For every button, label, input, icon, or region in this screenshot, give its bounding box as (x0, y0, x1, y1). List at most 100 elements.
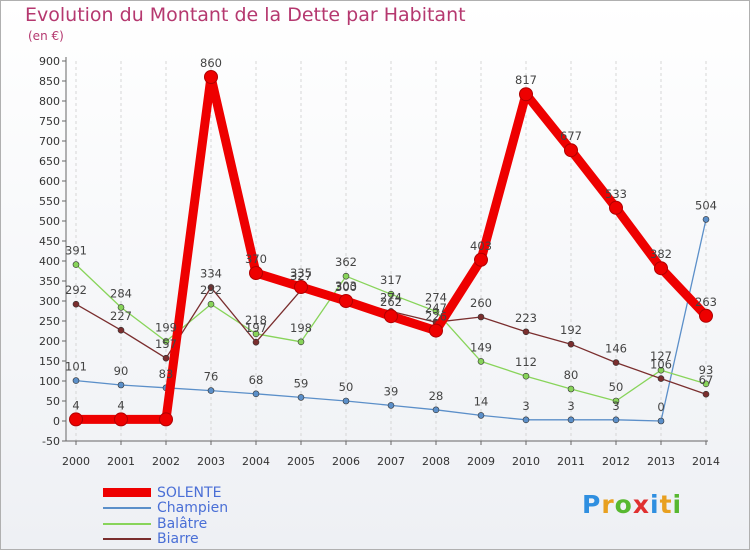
legend-swatch (103, 538, 151, 540)
data-label: 317 (380, 273, 402, 287)
data-label: 533 (605, 187, 627, 201)
data-label: 262 (380, 295, 402, 309)
data-label: 292 (65, 283, 87, 297)
y-tick-label: 100 (39, 375, 60, 388)
data-label: 90 (114, 364, 129, 378)
data-label: 3 (612, 399, 619, 413)
x-tick-label: 2013 (647, 455, 675, 468)
data-label: 223 (515, 311, 537, 325)
y-tick-label: 650 (39, 155, 60, 168)
data-label: 284 (110, 286, 132, 300)
data-point (567, 340, 575, 348)
y-tick-label: 600 (39, 175, 60, 188)
data-point (387, 402, 395, 409)
data-point (249, 266, 263, 280)
y-tick-label: 400 (39, 255, 60, 268)
data-point (522, 372, 530, 380)
x-tick-label: 2003 (197, 455, 225, 468)
data-point (342, 272, 350, 280)
data-label: 101 (65, 360, 87, 374)
data-label: 4 (117, 398, 124, 412)
data-point (384, 309, 398, 324)
data-label: 362 (335, 255, 357, 269)
data-point (612, 416, 620, 424)
y-tick-label: 150 (39, 355, 60, 368)
data-label: 370 (245, 252, 267, 266)
legend-swatch (103, 507, 151, 509)
data-point (294, 280, 308, 294)
data-label: 50 (609, 380, 624, 394)
x-tick-label: 2005 (287, 455, 315, 468)
x-tick-label: 2000 (62, 455, 90, 468)
x-tick-label: 2011 (557, 455, 585, 468)
data-label: 247 (425, 301, 447, 315)
data-label: 93 (699, 363, 714, 377)
unit-label: (en €) (28, 29, 64, 43)
data-point (522, 416, 530, 424)
legend-item: Balâtre (103, 515, 208, 532)
data-label: 106 (650, 358, 672, 372)
data-label: 146 (605, 342, 627, 356)
data-point (72, 261, 80, 268)
data-label: 39 (384, 384, 399, 398)
data-label: 68 (249, 373, 264, 387)
data-point (657, 375, 665, 382)
data-point (207, 387, 215, 394)
data-point (612, 359, 620, 366)
legend-swatch (103, 522, 151, 525)
y-tick-label: 250 (39, 315, 60, 328)
data-label: 67 (699, 373, 714, 387)
data-point (297, 394, 305, 401)
data-point (159, 412, 173, 427)
logo-letter: P (582, 490, 602, 519)
data-label: 198 (290, 321, 312, 335)
data-label: 4 (72, 398, 79, 412)
legend-label: Balâtre (157, 515, 208, 532)
data-point (432, 406, 440, 414)
x-tick-label: 2006 (332, 455, 360, 468)
data-point (522, 328, 530, 336)
y-tick-label: 300 (39, 295, 60, 308)
data-point (657, 366, 665, 374)
x-tick-label: 2004 (242, 455, 270, 468)
y-tick-label: 750 (39, 115, 60, 128)
data-point (252, 390, 260, 398)
data-point (342, 397, 350, 405)
data-point (474, 252, 488, 267)
data-label: 157 (155, 337, 177, 351)
legend-swatch (103, 488, 151, 497)
legend-item: Champien (103, 500, 228, 516)
legend-item: Biarre (103, 531, 199, 547)
logo-letter: i (672, 490, 683, 519)
data-label: 504 (695, 198, 717, 212)
y-tick-label: 0 (53, 415, 60, 428)
x-tick-label: 2002 (152, 455, 180, 468)
proxiti-logo: Proxiti (582, 490, 682, 519)
x-tick-label: 2008 (422, 455, 450, 468)
data-label: 334 (200, 266, 222, 280)
y-tick-label: 500 (39, 215, 60, 228)
y-tick-label: 850 (39, 75, 60, 88)
data-label: 403 (470, 239, 492, 253)
data-label: 226 (425, 310, 447, 324)
data-label: 218 (245, 313, 267, 327)
x-tick-label: 2001 (107, 455, 135, 468)
data-point (432, 308, 440, 315)
data-point (72, 300, 80, 308)
data-point (654, 261, 668, 276)
data-label: 227 (110, 309, 132, 323)
data-point (297, 338, 305, 346)
y-tick-label: 700 (39, 135, 60, 148)
data-label: 3 (522, 399, 529, 413)
data-label: 677 (560, 129, 582, 143)
data-label: 260 (470, 296, 492, 310)
data-label: 860 (200, 56, 222, 70)
data-label: 335 (290, 266, 312, 280)
data-point (477, 412, 485, 419)
data-label: 80 (564, 368, 579, 382)
data-label: 3 (567, 399, 574, 413)
legend-label: SOLENTE (157, 484, 222, 501)
data-label: 817 (515, 73, 537, 87)
data-point (519, 87, 533, 102)
